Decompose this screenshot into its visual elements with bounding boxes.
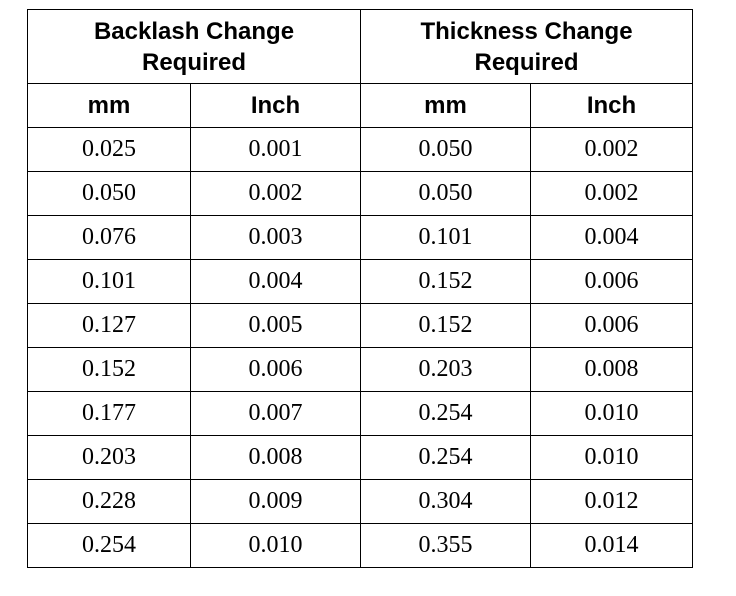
- table-cell: 0.050: [360, 171, 532, 216]
- table-cell: 0.006: [530, 303, 694, 348]
- table-cell: 0.304: [360, 479, 532, 524]
- table-cell: 0.010: [530, 391, 694, 436]
- table-row: 0.177 0.007 0.254 0.010: [27, 391, 694, 436]
- table-cell: 0.012: [530, 479, 694, 524]
- table-cell: 0.152: [27, 347, 191, 392]
- conversion-table: Backlash Change Required Thickness Change…: [26, 9, 694, 568]
- table-cell: 0.152: [360, 303, 532, 348]
- table-cell: 0.004: [530, 215, 694, 260]
- unit-header: Inch: [189, 83, 362, 128]
- table-cell: 0.014: [530, 523, 694, 568]
- group-header-row: Backlash Change Required Thickness Change…: [26, 9, 694, 84]
- table-body: 0.025 0.001 0.050 0.002 0.050 0.002 0.050 0.002…: [27, 127, 694, 568]
- table-cell: 0.101: [360, 215, 532, 260]
- table-row: 0.025 0.001 0.050 0.002: [27, 127, 694, 172]
- table-row: 0.228 0.009 0.304 0.012: [27, 479, 694, 524]
- table-cell: 0.254: [360, 435, 532, 480]
- table-cell: 0.006: [530, 259, 694, 304]
- table-cell: 0.007: [189, 391, 362, 436]
- table-row: 0.050 0.002 0.050 0.002: [27, 171, 694, 216]
- table-cell: 0.203: [360, 347, 532, 392]
- table-cell: 0.127: [27, 303, 191, 348]
- unit-header: mm: [27, 83, 191, 128]
- unit-header: mm: [360, 83, 532, 128]
- table-cell: 0.101: [27, 259, 191, 304]
- unit-header-row: mm Inch mm Inch: [27, 83, 694, 128]
- group-header: Thickness Change Required: [360, 9, 694, 84]
- table-cell: 0.008: [530, 347, 694, 392]
- table-cell: 0.004: [189, 259, 362, 304]
- table-cell: 0.177: [27, 391, 191, 436]
- table-cell: 0.005: [189, 303, 362, 348]
- table-cell: 0.050: [360, 127, 532, 172]
- table-cell: 0.203: [27, 435, 191, 480]
- table-cell: 0.228: [27, 479, 191, 524]
- table-cell: 0.002: [189, 171, 362, 216]
- table-cell: 0.152: [360, 259, 532, 304]
- table-row: 0.127 0.005 0.152 0.006: [27, 303, 694, 348]
- table-cell: 0.006: [189, 347, 362, 392]
- table-cell: 0.050: [27, 171, 191, 216]
- table-row: 0.076 0.003 0.101 0.004: [27, 215, 694, 260]
- table-cell: 0.003: [189, 215, 362, 260]
- table-row: 0.152 0.006 0.203 0.008: [27, 347, 694, 392]
- table-row: 0.203 0.008 0.254 0.010: [27, 435, 694, 480]
- table-row: 0.101 0.004 0.152 0.006: [27, 259, 694, 304]
- table-cell: 0.355: [360, 523, 532, 568]
- table-cell: 0.010: [530, 435, 694, 480]
- table-row: 0.254 0.010 0.355 0.014: [27, 523, 694, 568]
- table-cell: 0.008: [189, 435, 362, 480]
- table-cell: 0.254: [360, 391, 532, 436]
- table-cell: 0.010: [189, 523, 362, 568]
- table-cell: 0.002: [530, 127, 694, 172]
- group-header: Backlash Change Required: [26, 9, 362, 84]
- table-cell: 0.002: [530, 171, 694, 216]
- table-cell: 0.001: [189, 127, 362, 172]
- table-cell: 0.254: [27, 523, 191, 568]
- table-cell: 0.009: [189, 479, 362, 524]
- table-cell: 0.076: [27, 215, 191, 260]
- unit-header: Inch: [530, 83, 694, 128]
- table-cell: 0.025: [27, 127, 191, 172]
